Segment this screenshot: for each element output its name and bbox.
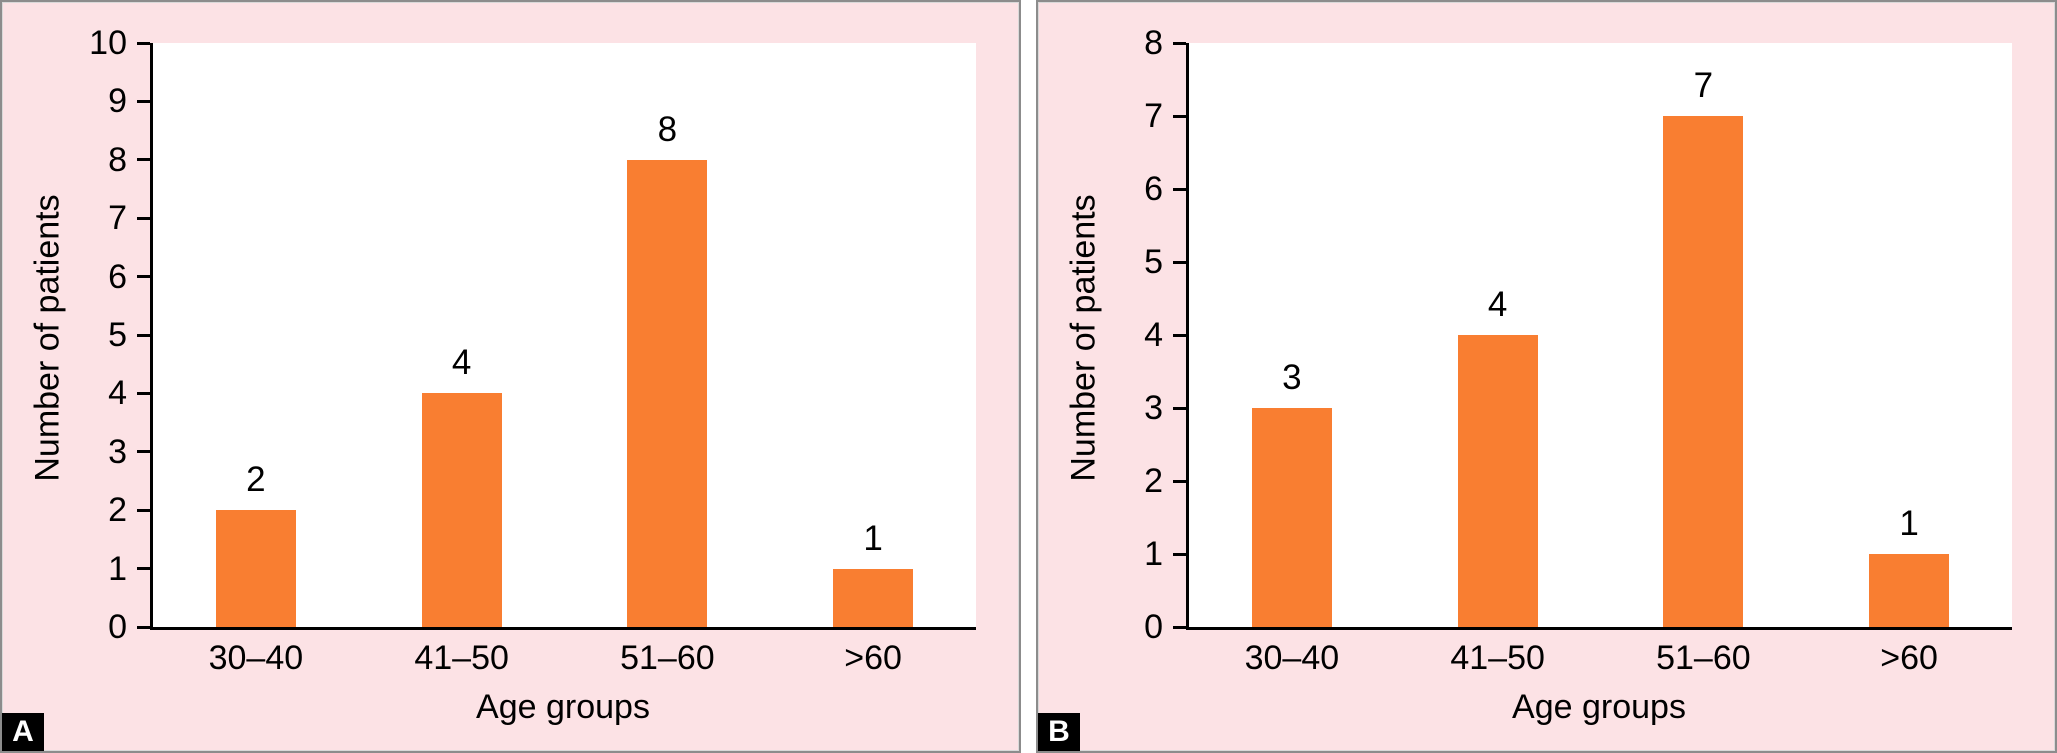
- y-tick-label: 7: [1144, 97, 1163, 135]
- bar-value-label: 8: [657, 109, 678, 149]
- y-tick-mark: [137, 391, 150, 395]
- x-axis-title: Age groups: [476, 688, 650, 726]
- y-tick-label: 2: [1144, 462, 1163, 500]
- bar-slot: 2 30–40: [153, 43, 359, 675]
- y-tick-label: 2: [108, 491, 127, 530]
- y-tick-mark: [137, 158, 150, 162]
- y-tick-mark: [137, 508, 150, 512]
- x-tick-label: 41–50: [414, 639, 509, 677]
- x-tick-label: 41–50: [1450, 639, 1545, 677]
- bar-value-label: 4: [1487, 285, 1508, 324]
- y-tick-mark: [1173, 187, 1186, 191]
- bar-value-label: 3: [1282, 358, 1302, 397]
- panel-label-badge-a: A: [2, 713, 44, 751]
- y-tick-mark: [137, 99, 150, 103]
- y-tick-mark: [137, 567, 150, 571]
- plot-area-a: 0 1 2 3 4 5 6 7 8 9 10 2 30–40 4 41–50 8 51–60 1 >60: [89, 24, 976, 675]
- x-axis-title: Age groups: [1512, 688, 1686, 726]
- y-tick-label: 8: [1144, 24, 1163, 62]
- bar-slot: 7 51–60: [1601, 43, 1807, 676]
- y-tick-label: 0: [108, 608, 127, 646]
- y-tick-mark: [137, 450, 150, 454]
- bar-value-label: 1: [1899, 504, 1919, 543]
- bar: [627, 159, 708, 627]
- y-tick-mark: [1173, 625, 1186, 629]
- bar-value-label: 4: [451, 343, 472, 383]
- bar: [833, 568, 914, 627]
- y-tick-label: 9: [108, 82, 127, 121]
- bar-value-label: 1: [863, 518, 883, 558]
- bar: [1869, 554, 1950, 627]
- y-tick-label: 8: [108, 140, 127, 179]
- panel-label-badge-b: B: [1038, 713, 1080, 751]
- bar-slot: 1 >60: [1806, 43, 2012, 675]
- x-tick-label: 51–60: [620, 639, 715, 677]
- y-tick-label: 3: [1144, 389, 1163, 427]
- bar: [1457, 335, 1538, 627]
- y-tick-mark: [137, 333, 150, 337]
- bar: [1663, 116, 1744, 627]
- x-tick-label: 51–60: [1656, 639, 1751, 677]
- y-tick-label: 4: [1144, 316, 1163, 354]
- bar-slot: 1 >60: [770, 43, 976, 675]
- bar: [421, 393, 502, 627]
- y-tick-mark: [137, 275, 150, 279]
- bar: [1251, 408, 1332, 627]
- panel-b: Number of patients 0 1 2 3 4 5 6 7 8 3 30–40 4 41–50…: [1036, 0, 2057, 753]
- x-tick-label: >60: [1880, 639, 1938, 677]
- y-tick-mark: [1173, 406, 1186, 410]
- y-tick-mark: [137, 41, 150, 45]
- bar-slot: 4 41–50: [1395, 43, 1601, 676]
- bar: [215, 510, 296, 627]
- y-tick-label: 7: [108, 199, 127, 238]
- bar-value-label: 2: [246, 460, 266, 500]
- y-tick-label: 6: [108, 257, 127, 296]
- y-tick-mark: [1173, 333, 1186, 337]
- panel-a: Number of patients 0 1 2 3 4 5 6 7 8 9 10 2 30–40 4 41…: [0, 0, 1021, 753]
- y-tick-mark: [137, 625, 150, 629]
- y-tick-label: 3: [108, 432, 127, 471]
- y-tick-mark: [137, 216, 150, 220]
- x-tick-label: 30–40: [1244, 639, 1340, 677]
- y-tick-label: 1: [1144, 535, 1163, 573]
- y-tick-mark: [1173, 552, 1186, 556]
- plot-area-b: 0 1 2 3 4 5 6 7 8 3 30–40 4 41–50 7 51–60 1 >60: [1144, 24, 2012, 676]
- y-tick-label: 6: [1144, 170, 1163, 208]
- bar-value-label: 7: [1693, 66, 1714, 105]
- y-tick-mark: [1173, 479, 1186, 483]
- x-tick-label: >60: [844, 639, 902, 677]
- x-tick-label: 30–40: [208, 639, 304, 677]
- y-tick-label: 5: [108, 316, 127, 354]
- y-tick-label: 0: [1144, 608, 1163, 646]
- y-tick-label: 4: [108, 374, 127, 413]
- y-tick-label: 10: [89, 24, 127, 62]
- bar-slot: 8 51–60: [565, 43, 771, 675]
- bar-slot: 4 41–50: [359, 43, 565, 675]
- y-tick-mark: [1173, 114, 1186, 118]
- y-tick-mark: [1173, 41, 1186, 45]
- y-tick-label: 1: [108, 549, 127, 588]
- y-tick-mark: [1173, 260, 1186, 264]
- bar-slot: 3 30–40: [1189, 43, 1395, 676]
- y-tick-label: 5: [1144, 243, 1163, 281]
